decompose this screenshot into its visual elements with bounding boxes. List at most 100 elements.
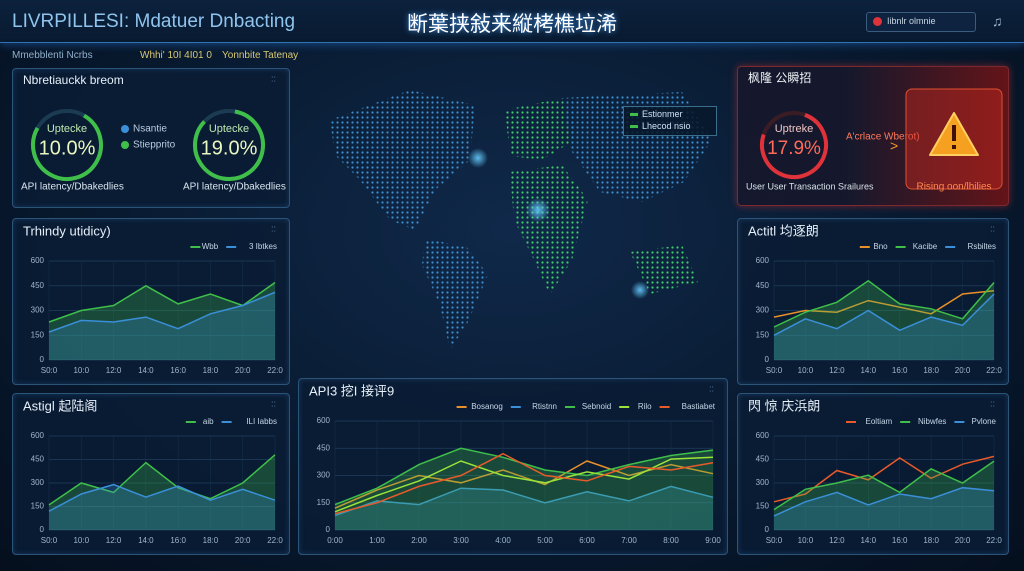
warning-mark (952, 145, 956, 149)
series-line (334, 447, 714, 506)
x-tick-label: 1:00 (369, 536, 385, 545)
continent (422, 238, 488, 350)
header-bar (0, 0, 1024, 43)
legend-label: Lhecod nsio (642, 121, 691, 131)
legend-label: Eoltiam (866, 417, 893, 426)
map-legend: Estionmer Lhecod nsio (623, 106, 717, 136)
subtitle: Whhi' 10I 4I01 0 (140, 50, 212, 61)
x-tick-label: S0:0 (41, 536, 58, 545)
series-line (48, 454, 276, 506)
legend-label: Nibwfes (918, 417, 946, 426)
series-area (335, 486, 713, 530)
chart-title: Astigl 起陆阁 (23, 398, 97, 413)
y-tick-label: 0 (40, 525, 45, 534)
x-tick-label: 16:0 (170, 536, 186, 545)
x-tick-label: 12:0 (829, 536, 845, 545)
series-line (48, 281, 276, 323)
x-tick-label: 14:0 (860, 366, 876, 375)
x-tick-label: 12:0 (829, 366, 845, 375)
x-tick-label: S0:0 (766, 536, 783, 545)
x-tick-label: 18:0 (923, 536, 939, 545)
x-tick-label: 16:0 (170, 366, 186, 375)
x-tick-label: 14:0 (860, 536, 876, 545)
series-line (773, 455, 995, 503)
gauge-value: 10.0% (39, 137, 96, 159)
y-tick-label: 150 (756, 502, 770, 511)
panel-menu[interactable]: :: (271, 223, 276, 233)
chart-panel: Trhindy utidicy):: 0 150 300 450 600 S0:0 10:0 1… (12, 218, 290, 385)
map-glow (468, 148, 488, 168)
series-area (49, 454, 275, 530)
legend-label: Bosanog (471, 402, 503, 411)
series-area (49, 292, 275, 360)
x-tick-label: 18:0 (923, 366, 939, 375)
panel-menu[interactable]: :: (271, 398, 276, 408)
alert-indicator[interactable]: Iibnlr olmnie (866, 12, 976, 32)
x-tick-label: S0:0 (766, 366, 783, 375)
legend-label: Sebnoid (582, 402, 611, 411)
app-title: LIVRPILLESI: Mdatuer Dnbacting (12, 11, 296, 32)
y-tick-label: 300 (31, 306, 45, 315)
x-tick-label: 12:0 (106, 536, 122, 545)
x-tick-label: 20:0 (235, 536, 251, 545)
legend-label: Kacibe (913, 242, 938, 251)
panel-menu[interactable]: :: (990, 223, 995, 233)
x-tick-label: 6:00 (579, 536, 595, 545)
gauge-label: Uptecke (47, 123, 87, 135)
subtitle: Mmebblenti Ncrbs (12, 50, 93, 61)
series-area (774, 461, 994, 530)
legend-swatch (630, 125, 638, 128)
series-line (773, 279, 995, 328)
chart-panel: API3 挖I 接评9:: 0 150 300 450 600 0:00 1:00 2:00 3:… (298, 378, 728, 555)
y-tick-label: 450 (31, 455, 45, 464)
y-tick-label: 600 (317, 416, 331, 425)
continent (330, 90, 475, 230)
y-tick-label: 300 (756, 306, 770, 315)
alert-graphic: 枫隆 公瞬招 Uptreke 17.9% A'crlace Wberot) > … (746, 70, 1003, 193)
gauge-arc (31, 109, 103, 181)
settings-icon[interactable]: ♫ (992, 13, 1003, 29)
x-tick-label: 7:00 (621, 536, 637, 545)
panel-menu[interactable]: :: (990, 398, 995, 408)
series-line (48, 291, 276, 333)
series-line (48, 483, 276, 512)
status-graphic: Nbretiauckk breom :: Uptecke 10.0% Nsant… (21, 73, 286, 193)
x-tick-label: 22:0 (986, 366, 1002, 375)
legend-label: Rsbiltes (968, 242, 996, 251)
x-tick-label: 18:0 (203, 536, 219, 545)
y-tick-label: 600 (756, 431, 770, 440)
legend-swatch (630, 113, 638, 116)
x-tick-label: 3:00 (453, 536, 469, 545)
panel-title: Nbretiauckk breom (23, 73, 124, 87)
x-tick-label: 22:0 (267, 536, 283, 545)
legend-label: Stiepprito (133, 140, 176, 151)
gauge-arc (193, 109, 265, 181)
panel-footer: User User Transaction Srailures (746, 181, 874, 191)
map-glow (526, 198, 550, 222)
x-tick-label: 5:00 (537, 536, 553, 545)
y-tick-label: 300 (317, 471, 331, 480)
panel-footer: API latency/Dbakedlies (21, 182, 124, 193)
alert-arrow: > (890, 138, 898, 154)
panel-menu[interactable]: :: (709, 383, 714, 393)
series-area (49, 484, 275, 530)
y-tick-label: 0 (326, 525, 331, 534)
x-tick-label: 18:0 (203, 366, 219, 375)
x-tick-label: 10:0 (73, 536, 89, 545)
x-tick-label: 10:0 (798, 536, 814, 545)
gauge-value: 19.0% (201, 137, 258, 159)
series-line (334, 485, 714, 517)
y-tick-label: 600 (31, 256, 45, 265)
legend-dot (121, 141, 129, 149)
gauge-value: 17.9% (767, 138, 821, 159)
panel-menu[interactable]: :: (271, 73, 276, 83)
x-tick-label: 9:00 (705, 536, 721, 545)
y-tick-label: 0 (40, 355, 45, 364)
subtitle: Yonnbite Tatenay (222, 50, 299, 61)
map-glow (631, 281, 649, 299)
x-tick-label: 16:0 (892, 536, 908, 545)
y-tick-label: 450 (756, 281, 770, 290)
